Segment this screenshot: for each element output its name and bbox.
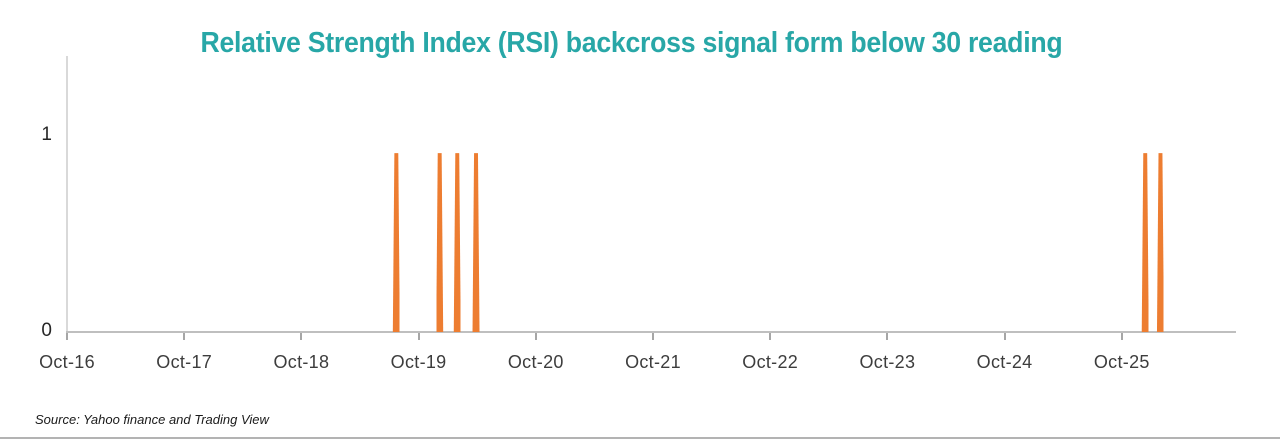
- x-axis-tick: [769, 333, 772, 340]
- x-axis-tick-label: Oct-25: [1093, 352, 1150, 372]
- x-axis-tick-label: Oct-22: [742, 352, 799, 372]
- bar: [1141, 153, 1149, 332]
- chart-title: Relative Strength Index (RSI) backcross …: [0, 27, 1262, 60]
- x-axis-tick-label: Oct-18: [273, 352, 330, 372]
- x-axis-tick: [1003, 333, 1006, 340]
- x-axis-tick: [66, 333, 68, 340]
- y-axis-line: [66, 56, 68, 332]
- y-axis-tick-label: 1: [41, 123, 52, 145]
- x-axis-tick: [183, 333, 186, 340]
- x-axis-tick: [652, 333, 654, 340]
- x-axis-tick-label: Oct-16: [39, 352, 95, 372]
- x-axis-tick-label: Oct-17: [156, 352, 213, 372]
- x-axis-tick: [1120, 333, 1123, 340]
- bar: [472, 153, 480, 332]
- x-axis-tick-label: Oct-19: [390, 352, 447, 372]
- x-axis-line: [66, 331, 1236, 333]
- chart-title-text: Relative Strength Index (RSI) backcross …: [200, 27, 1062, 59]
- y-axis-tick-label: 0: [41, 320, 52, 341]
- source-note: Source: Yahoo finance and Trading View: [35, 412, 269, 427]
- x-axis-tick: [300, 333, 303, 340]
- x-axis-tick: [417, 333, 420, 340]
- bar: [1156, 153, 1164, 332]
- bar: [436, 153, 444, 332]
- bar: [392, 153, 400, 332]
- x-axis-tick-label: Oct-24: [976, 352, 1033, 372]
- bottom-divider: [0, 437, 1280, 439]
- x-axis-tick-label: Oct-20: [507, 352, 564, 372]
- x-axis-tick: [534, 333, 537, 340]
- x-axis-tick-label: Oct-23: [859, 352, 916, 372]
- x-axis-tick: [886, 333, 889, 340]
- bar: [453, 153, 461, 332]
- x-axis-tick-label: Oct-21: [625, 352, 681, 372]
